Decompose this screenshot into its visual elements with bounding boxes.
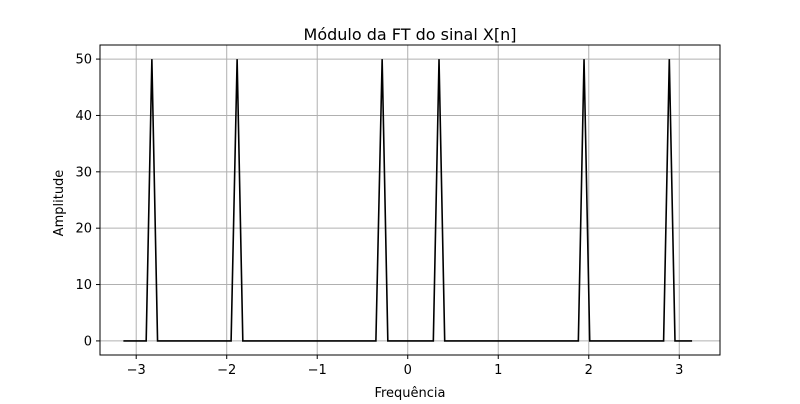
y-tick-label: 50 <box>75 53 92 68</box>
x-tick-label: 3 <box>675 363 683 378</box>
x-tick-label: −3 <box>127 363 146 378</box>
x-tick-label: 1 <box>494 363 502 378</box>
x-axis-label: Frequência <box>374 386 445 400</box>
x-tick-label: 0 <box>404 363 412 378</box>
plot-frame <box>99 44 721 356</box>
grid-layer <box>100 45 720 355</box>
y-tick-label: 40 <box>75 109 92 124</box>
x-tick-label: −1 <box>308 363 327 378</box>
chart-title: Módulo da FT do sinal X[n] <box>304 25 517 44</box>
y-tick-label: 30 <box>75 165 92 180</box>
x-tick-label: 2 <box>585 363 593 378</box>
y-tick-label: 10 <box>75 278 92 293</box>
spectrum-line <box>123 59 693 342</box>
y-axis-label: Amplitude <box>52 170 67 237</box>
x-tick-label: −2 <box>217 363 236 378</box>
y-tick-label: 0 <box>84 334 92 349</box>
series-layer <box>123 59 693 342</box>
y-tick-label: 20 <box>75 222 92 237</box>
